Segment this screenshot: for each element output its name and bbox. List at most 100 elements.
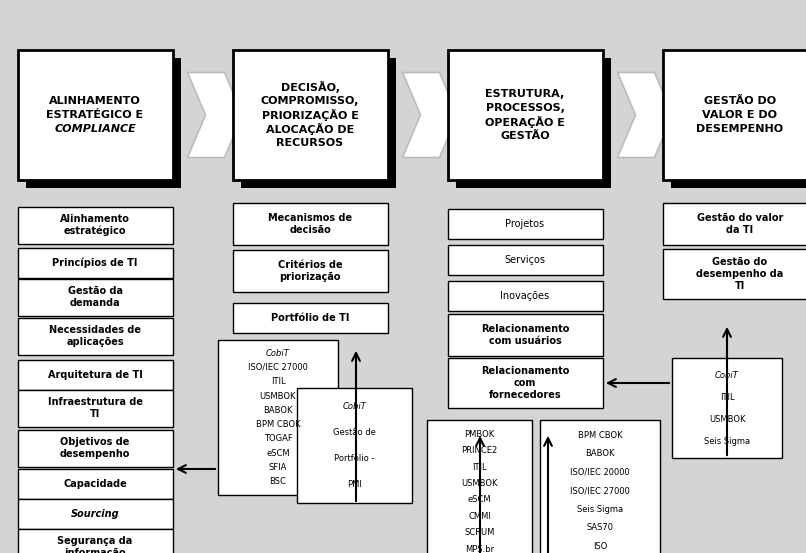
Text: DECISÃO,: DECISÃO,	[280, 81, 339, 93]
Bar	[447, 50, 603, 180]
Text: Gestão do valor
da TI: Gestão do valor da TI	[697, 213, 783, 235]
Bar	[232, 50, 388, 180]
Text: ISO/IEC 27000: ISO/IEC 27000	[570, 486, 630, 495]
Text: TOGAF: TOGAF	[264, 435, 293, 444]
Text: Relacionamento
com
fornecedores: Relacionamento com fornecedores	[481, 367, 569, 400]
Bar	[427, 420, 532, 553]
Bar	[447, 209, 603, 239]
Bar	[672, 358, 782, 458]
Bar	[18, 279, 172, 316]
Text: PROCESSOS,: PROCESSOS,	[485, 103, 564, 113]
Text: Serviços: Serviços	[505, 255, 546, 265]
Text: Mecanismos de
decisão: Mecanismos de decisão	[268, 213, 352, 235]
Text: Portfólio -: Portfólio -	[334, 454, 375, 463]
Bar	[18, 248, 172, 278]
Text: Portfólio de TI: Portfólio de TI	[271, 313, 349, 323]
Text: ITIL: ITIL	[720, 393, 734, 401]
Text: Arquitetura de TI: Arquitetura de TI	[48, 370, 143, 380]
Text: CobiT: CobiT	[715, 371, 739, 379]
Bar	[455, 58, 610, 188]
Bar	[18, 317, 172, 354]
Bar	[18, 389, 172, 426]
Text: ESTRUTURA,: ESTRUTURA,	[485, 89, 565, 99]
Text: Infraestrutura de
TI: Infraestrutura de TI	[48, 397, 143, 419]
Text: COMPROMISSO,: COMPROMISSO,	[261, 96, 359, 106]
Bar	[663, 249, 806, 299]
Text: Segurança da
informação: Segurança da informação	[57, 536, 133, 553]
Polygon shape	[617, 72, 672, 158]
Bar	[18, 430, 172, 467]
Text: Inovações: Inovações	[501, 291, 550, 301]
Bar	[18, 50, 172, 180]
Text: PRINCE2: PRINCE2	[461, 446, 497, 455]
Bar	[18, 206, 172, 243]
Text: OPERAÇÃO E: OPERAÇÃO E	[485, 116, 565, 128]
Text: BABOK: BABOK	[264, 406, 293, 415]
Bar	[232, 250, 388, 292]
Text: Capacidade: Capacidade	[63, 479, 127, 489]
Text: USMBOK: USMBOK	[260, 392, 297, 400]
Bar	[240, 58, 396, 188]
Text: ISO/IEC 20000: ISO/IEC 20000	[570, 468, 629, 477]
Text: USMBOK: USMBOK	[708, 415, 746, 424]
Bar	[26, 58, 181, 188]
Text: Projetos: Projetos	[505, 219, 545, 229]
Text: RECURSOS: RECURSOS	[276, 138, 343, 148]
Text: Critérios de
priorização: Critérios de priorização	[278, 260, 343, 282]
Bar	[540, 420, 660, 553]
Text: DESEMPENHO: DESEMPENHO	[696, 124, 783, 134]
Bar	[447, 281, 603, 311]
Text: PMBOK: PMBOK	[464, 430, 495, 439]
Text: Seis Sigma: Seis Sigma	[704, 436, 750, 446]
Polygon shape	[188, 72, 243, 158]
Text: Gestão de: Gestão de	[333, 428, 376, 437]
Text: Seis Sigma: Seis Sigma	[577, 505, 623, 514]
Text: ITIL: ITIL	[271, 377, 285, 386]
Text: ALINHAMENTO: ALINHAMENTO	[49, 96, 141, 106]
Bar	[18, 360, 172, 390]
Text: COMPLIANCE: COMPLIANCE	[54, 124, 136, 134]
Text: Relacionamento
com usuários: Relacionamento com usuários	[481, 324, 569, 346]
Text: Gestão da
demanda: Gestão da demanda	[68, 286, 123, 308]
Bar	[447, 314, 603, 356]
Text: PRIORIZAÇÃO E: PRIORIZAÇÃO E	[262, 109, 359, 121]
Bar	[663, 50, 806, 180]
Text: GESTÃO: GESTÃO	[501, 131, 550, 141]
Text: BSC: BSC	[269, 477, 286, 486]
Polygon shape	[402, 72, 458, 158]
Text: eSCM: eSCM	[467, 495, 492, 504]
Text: Objetivos de
desempenho: Objetivos de desempenho	[60, 437, 131, 459]
Text: CobiT: CobiT	[266, 348, 290, 358]
Text: VALOR E DO: VALOR E DO	[703, 110, 778, 120]
Text: MPS.br: MPS.br	[465, 545, 494, 553]
Text: SCRUM: SCRUM	[464, 528, 495, 538]
Text: Sourcing: Sourcing	[71, 509, 119, 519]
Bar	[447, 245, 603, 275]
Text: ALOCAÇÃO DE: ALOCAÇÃO DE	[266, 123, 354, 135]
Bar	[663, 203, 806, 245]
Text: ESTRATÉGICO E: ESTRATÉGICO E	[47, 110, 143, 120]
Text: BPM CBOK: BPM CBOK	[256, 420, 301, 429]
Bar	[218, 340, 338, 495]
Text: ITIL: ITIL	[472, 463, 487, 472]
Bar	[18, 499, 172, 529]
Text: ISO: ISO	[592, 542, 607, 551]
Text: CMMI: CMMI	[468, 512, 491, 521]
Text: ISO/IEC 27000: ISO/IEC 27000	[248, 363, 308, 372]
Text: eSCM: eSCM	[266, 448, 290, 458]
Bar	[232, 203, 388, 245]
Text: BPM CBOK: BPM CBOK	[578, 431, 622, 440]
Text: Alinhamento
estratégico: Alinhamento estratégico	[60, 214, 130, 236]
Text: GESTÃO DO: GESTÃO DO	[704, 96, 776, 106]
Bar	[232, 303, 388, 333]
Text: Necessidades de
aplicações: Necessidades de aplicações	[49, 325, 141, 347]
Bar	[447, 358, 603, 408]
Text: CobiT: CobiT	[343, 403, 367, 411]
Bar	[297, 388, 412, 503]
Text: SAS70: SAS70	[587, 523, 613, 532]
Bar	[18, 469, 172, 499]
Text: PMI: PMI	[347, 479, 362, 489]
Text: Gestão do
desempenho da
TI: Gestão do desempenho da TI	[696, 257, 783, 290]
Bar	[18, 529, 172, 553]
Text: Princípios de TI: Princípios de TI	[52, 258, 138, 268]
